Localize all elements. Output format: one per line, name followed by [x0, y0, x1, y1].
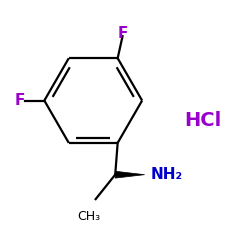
Text: F: F — [117, 26, 128, 41]
Text: HCl: HCl — [184, 110, 222, 130]
Polygon shape — [115, 171, 144, 178]
Text: CH₃: CH₃ — [77, 210, 100, 223]
Text: NH₂: NH₂ — [151, 167, 183, 182]
Text: F: F — [15, 93, 25, 108]
